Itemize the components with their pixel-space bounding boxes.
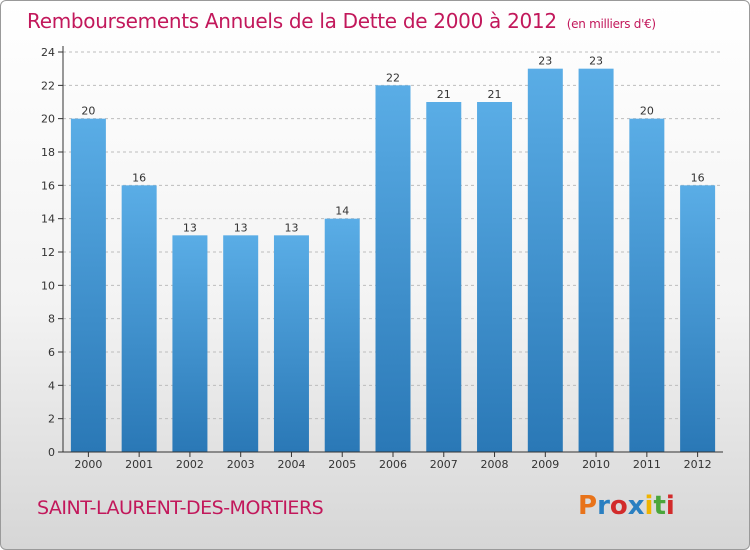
bar-value-label: 21 bbox=[488, 88, 502, 101]
y-tick-label: 12 bbox=[41, 246, 55, 259]
bar-value-label: 23 bbox=[538, 55, 552, 68]
bar bbox=[324, 218, 360, 452]
y-tick-label: 14 bbox=[41, 213, 55, 226]
x-tick-label: 2005 bbox=[328, 458, 356, 471]
logo-letter: t bbox=[653, 491, 666, 521]
logo-letter: i bbox=[665, 491, 675, 521]
commune-name: SAINT-LAURENT-DES-MORTIERS bbox=[37, 497, 324, 519]
bar-value-label: 21 bbox=[437, 88, 451, 101]
chart-title: Remboursements Annuels de la Dette de 20… bbox=[27, 9, 656, 33]
y-tick-label: 0 bbox=[48, 446, 55, 459]
bar bbox=[527, 68, 563, 453]
x-tick-label: 2009 bbox=[531, 458, 559, 471]
bar-value-label: 20 bbox=[81, 105, 95, 118]
y-tick-label: 16 bbox=[41, 179, 55, 192]
x-tick-label: 2007 bbox=[430, 458, 458, 471]
bar-value-label: 22 bbox=[386, 71, 400, 84]
bar bbox=[477, 102, 513, 452]
x-tick-label: 2006 bbox=[379, 458, 407, 471]
x-tick-label: 2008 bbox=[481, 458, 509, 471]
x-tick-label: 2010 bbox=[582, 458, 610, 471]
y-tick-label: 6 bbox=[48, 346, 55, 359]
y-tick-label: 10 bbox=[41, 279, 55, 292]
bar bbox=[273, 235, 309, 452]
y-tick-label: 2 bbox=[48, 413, 55, 426]
y-tick-label: 18 bbox=[41, 146, 55, 159]
y-tick-label: 20 bbox=[41, 113, 55, 126]
bar bbox=[426, 102, 462, 452]
bar bbox=[375, 85, 411, 452]
bar-value-label: 23 bbox=[589, 55, 603, 68]
y-tick-label: 22 bbox=[41, 79, 55, 92]
x-tick-label: 2003 bbox=[227, 458, 255, 471]
x-tick-label: 2004 bbox=[277, 458, 305, 471]
bar bbox=[121, 185, 157, 453]
x-tick-label: 2012 bbox=[684, 458, 712, 471]
bar-value-label: 16 bbox=[132, 171, 146, 184]
bar bbox=[223, 235, 259, 452]
bar bbox=[70, 118, 106, 453]
bar-value-label: 14 bbox=[335, 205, 349, 218]
logo-letter: P bbox=[578, 491, 598, 521]
bar bbox=[680, 185, 716, 453]
x-tick-label: 2000 bbox=[74, 458, 102, 471]
y-tick-label: 4 bbox=[48, 379, 55, 392]
logo-letter: x bbox=[627, 491, 645, 521]
x-tick-label: 2002 bbox=[176, 458, 204, 471]
bar bbox=[172, 235, 208, 452]
bar bbox=[629, 118, 665, 453]
logo-letter: i bbox=[644, 491, 654, 521]
y-tick-label: 8 bbox=[48, 313, 55, 326]
unit-note: (en milliers d'€) bbox=[566, 17, 656, 31]
logo-letter: o bbox=[609, 491, 628, 521]
logo-letter: r bbox=[597, 491, 610, 521]
x-tick-label: 2001 bbox=[125, 458, 153, 471]
bar-value-label: 13 bbox=[284, 221, 298, 234]
chart-title-text: Remboursements Annuels de la Dette de 20… bbox=[27, 9, 557, 33]
bar-value-label: 16 bbox=[691, 171, 705, 184]
bar-value-label: 13 bbox=[183, 221, 197, 234]
y-tick-label: 24 bbox=[41, 46, 55, 59]
proxiti-logo: Proxiti bbox=[578, 491, 675, 521]
bar-value-label: 20 bbox=[640, 105, 654, 118]
bar bbox=[578, 68, 614, 453]
bar-value-label: 13 bbox=[234, 221, 248, 234]
x-tick-label: 2011 bbox=[633, 458, 661, 471]
